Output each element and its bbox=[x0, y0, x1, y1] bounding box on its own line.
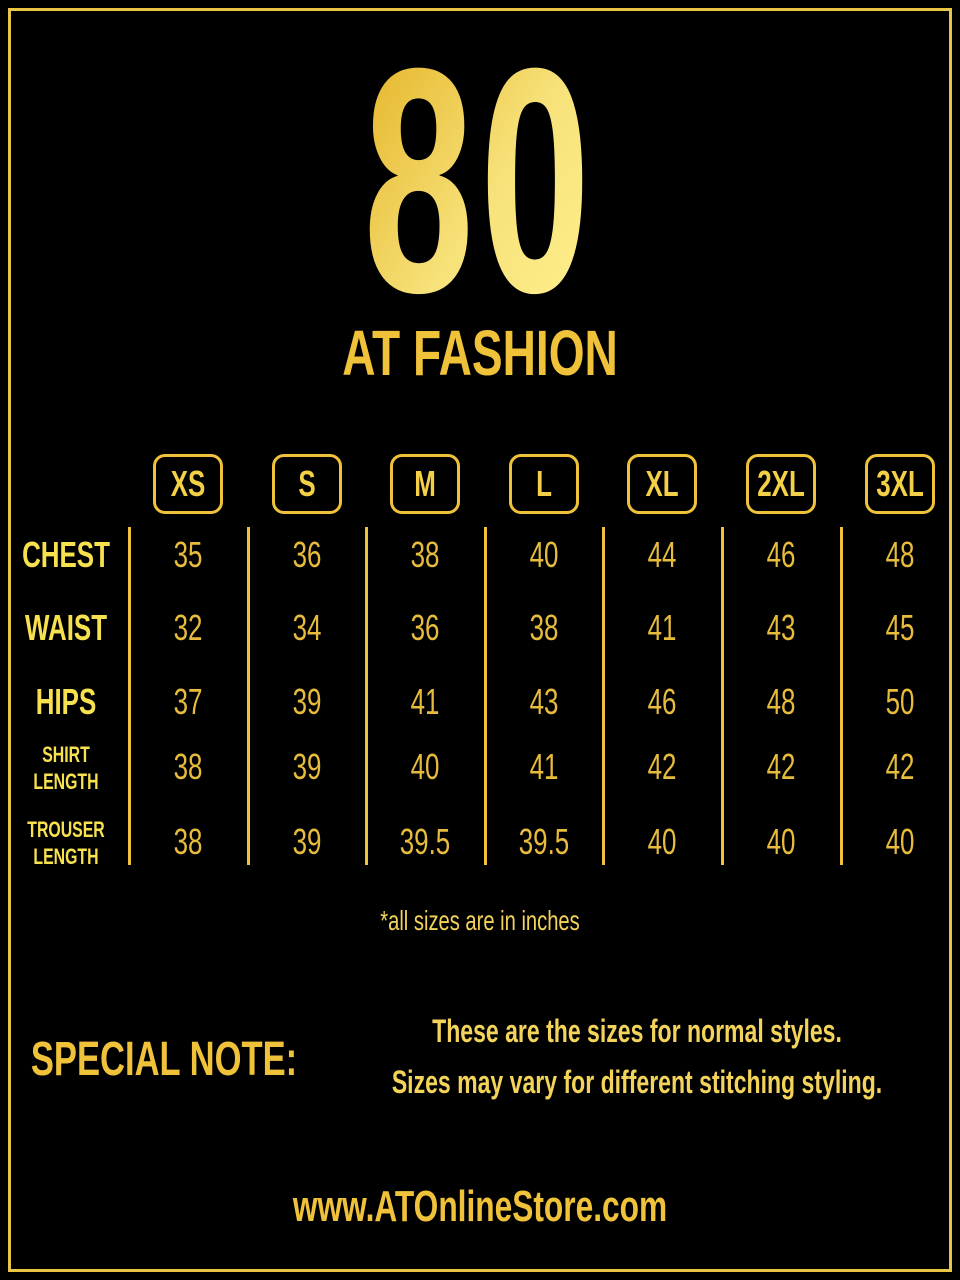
special-note-title: SPECIAL NOTE: bbox=[30, 1033, 298, 1086]
column-divider bbox=[246, 527, 250, 865]
cell: 50 bbox=[885, 681, 915, 722]
cell: 32 bbox=[173, 607, 203, 648]
size-label: XL bbox=[645, 463, 679, 504]
row-label: HIPS bbox=[35, 681, 97, 722]
row-label: CHEST bbox=[22, 534, 110, 575]
cell: 40 bbox=[529, 534, 559, 575]
cell: 44 bbox=[647, 534, 677, 575]
cell: 37 bbox=[173, 681, 203, 722]
row-label: TROUSER LENGTH bbox=[27, 817, 105, 869]
website[interactable]: www.ATOnlineStore.com bbox=[292, 1182, 668, 1231]
cell: 40 bbox=[647, 821, 677, 862]
size-label: M bbox=[414, 463, 436, 504]
row-label: SHIRT LENGTH bbox=[33, 742, 99, 794]
cell: 38 bbox=[529, 607, 559, 648]
cell: 43 bbox=[529, 681, 559, 722]
cell: 40 bbox=[766, 821, 796, 862]
special-note-line: These are the sizes for normal styles. bbox=[432, 1013, 842, 1049]
cell: 34 bbox=[292, 607, 322, 648]
cell: 40 bbox=[885, 821, 915, 862]
cell: 48 bbox=[885, 534, 915, 575]
column-divider bbox=[602, 527, 606, 865]
size-header: S bbox=[271, 454, 342, 514]
size-label: 3XL bbox=[875, 463, 924, 504]
cell: 41 bbox=[410, 681, 440, 722]
size-label: XS bbox=[170, 463, 206, 504]
column-divider bbox=[839, 527, 843, 865]
cell: 38 bbox=[173, 821, 203, 862]
units-note: *all sizes are in inches bbox=[380, 905, 580, 936]
cell: 48 bbox=[766, 681, 796, 722]
column-divider bbox=[128, 527, 131, 865]
size-label: 2XL bbox=[757, 463, 805, 504]
size-header: XS bbox=[153, 454, 223, 514]
special-note-line: Sizes may vary for different stitching s… bbox=[391, 1064, 883, 1100]
cell: 39 bbox=[292, 821, 322, 862]
brand: AT FASHION bbox=[342, 317, 618, 389]
cell: 38 bbox=[173, 746, 203, 787]
logo: 80 bbox=[363, 1, 597, 359]
cell: 36 bbox=[410, 607, 440, 648]
size-label: S bbox=[297, 463, 316, 504]
cell: 36 bbox=[292, 534, 322, 575]
column-divider bbox=[483, 527, 487, 865]
size-header: L bbox=[508, 454, 579, 514]
frame bbox=[8, 8, 952, 1272]
cell: 46 bbox=[766, 534, 796, 575]
cell: 41 bbox=[529, 746, 559, 787]
cell: 42 bbox=[766, 746, 796, 787]
cell: 35 bbox=[173, 534, 203, 575]
cell: 43 bbox=[766, 607, 796, 648]
cell: 40 bbox=[410, 746, 440, 787]
size-header: 3XL bbox=[864, 454, 935, 514]
cell: 45 bbox=[885, 607, 915, 648]
column-divider bbox=[365, 527, 369, 865]
cell: 42 bbox=[647, 746, 677, 787]
cell: 39.5 bbox=[399, 821, 451, 862]
cell: 38 bbox=[410, 534, 440, 575]
cell: 39 bbox=[292, 746, 322, 787]
column-divider bbox=[721, 527, 724, 865]
row-label: WAIST bbox=[24, 607, 108, 648]
cell: 46 bbox=[647, 681, 677, 722]
size-header: 2XL bbox=[746, 454, 816, 514]
size-header: XL bbox=[627, 454, 698, 514]
size-header: M bbox=[390, 454, 461, 514]
cell: 39.5 bbox=[518, 821, 570, 862]
size-label: L bbox=[535, 463, 552, 504]
cell: 41 bbox=[647, 607, 677, 648]
cell: 42 bbox=[885, 746, 915, 787]
cell: 39 bbox=[292, 681, 322, 722]
